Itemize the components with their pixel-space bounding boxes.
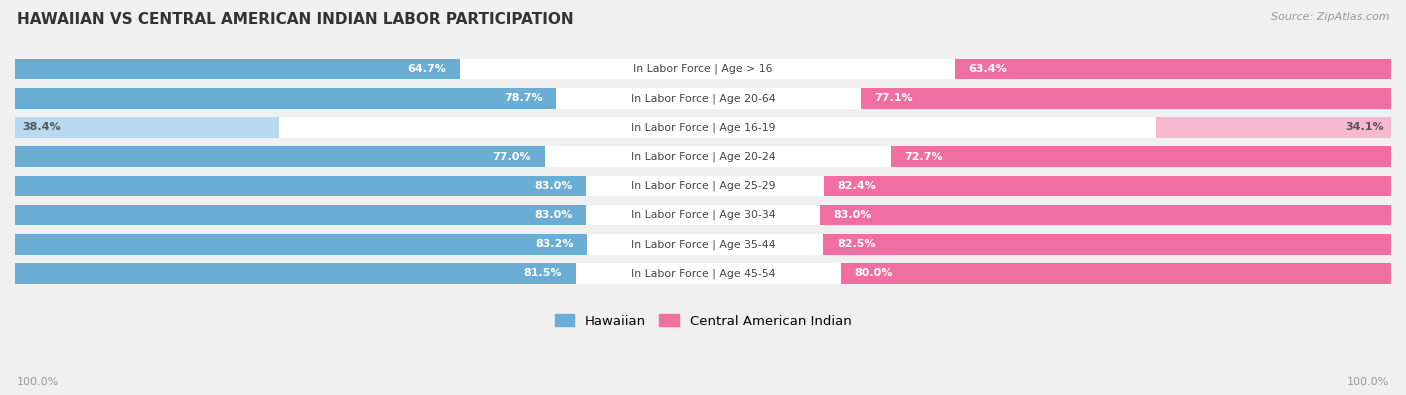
Text: In Labor Force | Age 30-34: In Labor Force | Age 30-34 [631, 210, 775, 220]
Text: 64.7%: 64.7% [408, 64, 446, 74]
Bar [891, 147, 1391, 167]
Text: 72.7%: 72.7% [904, 152, 943, 162]
Bar [15, 263, 575, 284]
Text: In Labor Force | Age 25-29: In Labor Force | Age 25-29 [631, 181, 775, 191]
Bar [15, 117, 280, 138]
Text: 80.0%: 80.0% [855, 269, 893, 278]
Text: Source: ZipAtlas.com: Source: ZipAtlas.com [1271, 12, 1389, 22]
Bar [15, 205, 586, 225]
Bar [15, 117, 1391, 138]
Text: 100.0%: 100.0% [17, 377, 59, 387]
Bar [15, 176, 1391, 196]
Bar [15, 205, 1391, 225]
Legend: Hawaiian, Central American Indian: Hawaiian, Central American Indian [550, 309, 856, 333]
Text: 81.5%: 81.5% [523, 269, 562, 278]
Text: 77.0%: 77.0% [492, 152, 531, 162]
Text: In Labor Force | Age 20-24: In Labor Force | Age 20-24 [631, 151, 775, 162]
Bar [15, 176, 586, 196]
Text: 63.4%: 63.4% [969, 64, 1007, 74]
Bar [15, 88, 557, 109]
Bar [15, 147, 1391, 167]
Text: 83.0%: 83.0% [534, 210, 572, 220]
Text: In Labor Force | Age 45-54: In Labor Force | Age 45-54 [631, 268, 775, 279]
Text: In Labor Force | Age > 16: In Labor Force | Age > 16 [633, 64, 773, 74]
Text: 77.1%: 77.1% [875, 93, 912, 103]
Text: 38.4%: 38.4% [22, 122, 60, 132]
Bar [824, 234, 1391, 254]
Text: 82.5%: 82.5% [837, 239, 876, 249]
Bar [15, 59, 460, 79]
Bar [15, 263, 1391, 284]
Text: 78.7%: 78.7% [505, 93, 543, 103]
Bar [15, 59, 1391, 79]
Bar [860, 88, 1391, 109]
Bar [15, 234, 1391, 254]
Bar [15, 234, 588, 254]
Text: 83.0%: 83.0% [534, 181, 572, 191]
Bar [841, 263, 1391, 284]
Bar [824, 176, 1391, 196]
Bar [15, 147, 544, 167]
Bar [1156, 117, 1391, 138]
Text: 83.0%: 83.0% [834, 210, 872, 220]
Bar [15, 88, 1391, 109]
Text: In Labor Force | Age 20-64: In Labor Force | Age 20-64 [631, 93, 775, 103]
Bar [820, 205, 1391, 225]
Text: In Labor Force | Age 35-44: In Labor Force | Age 35-44 [631, 239, 775, 250]
Text: 34.1%: 34.1% [1346, 122, 1384, 132]
Bar [955, 59, 1391, 79]
Text: 82.4%: 82.4% [838, 181, 876, 191]
Text: 83.2%: 83.2% [536, 239, 574, 249]
Text: In Labor Force | Age 16-19: In Labor Force | Age 16-19 [631, 122, 775, 133]
Text: HAWAIIAN VS CENTRAL AMERICAN INDIAN LABOR PARTICIPATION: HAWAIIAN VS CENTRAL AMERICAN INDIAN LABO… [17, 12, 574, 27]
Text: 100.0%: 100.0% [1347, 377, 1389, 387]
